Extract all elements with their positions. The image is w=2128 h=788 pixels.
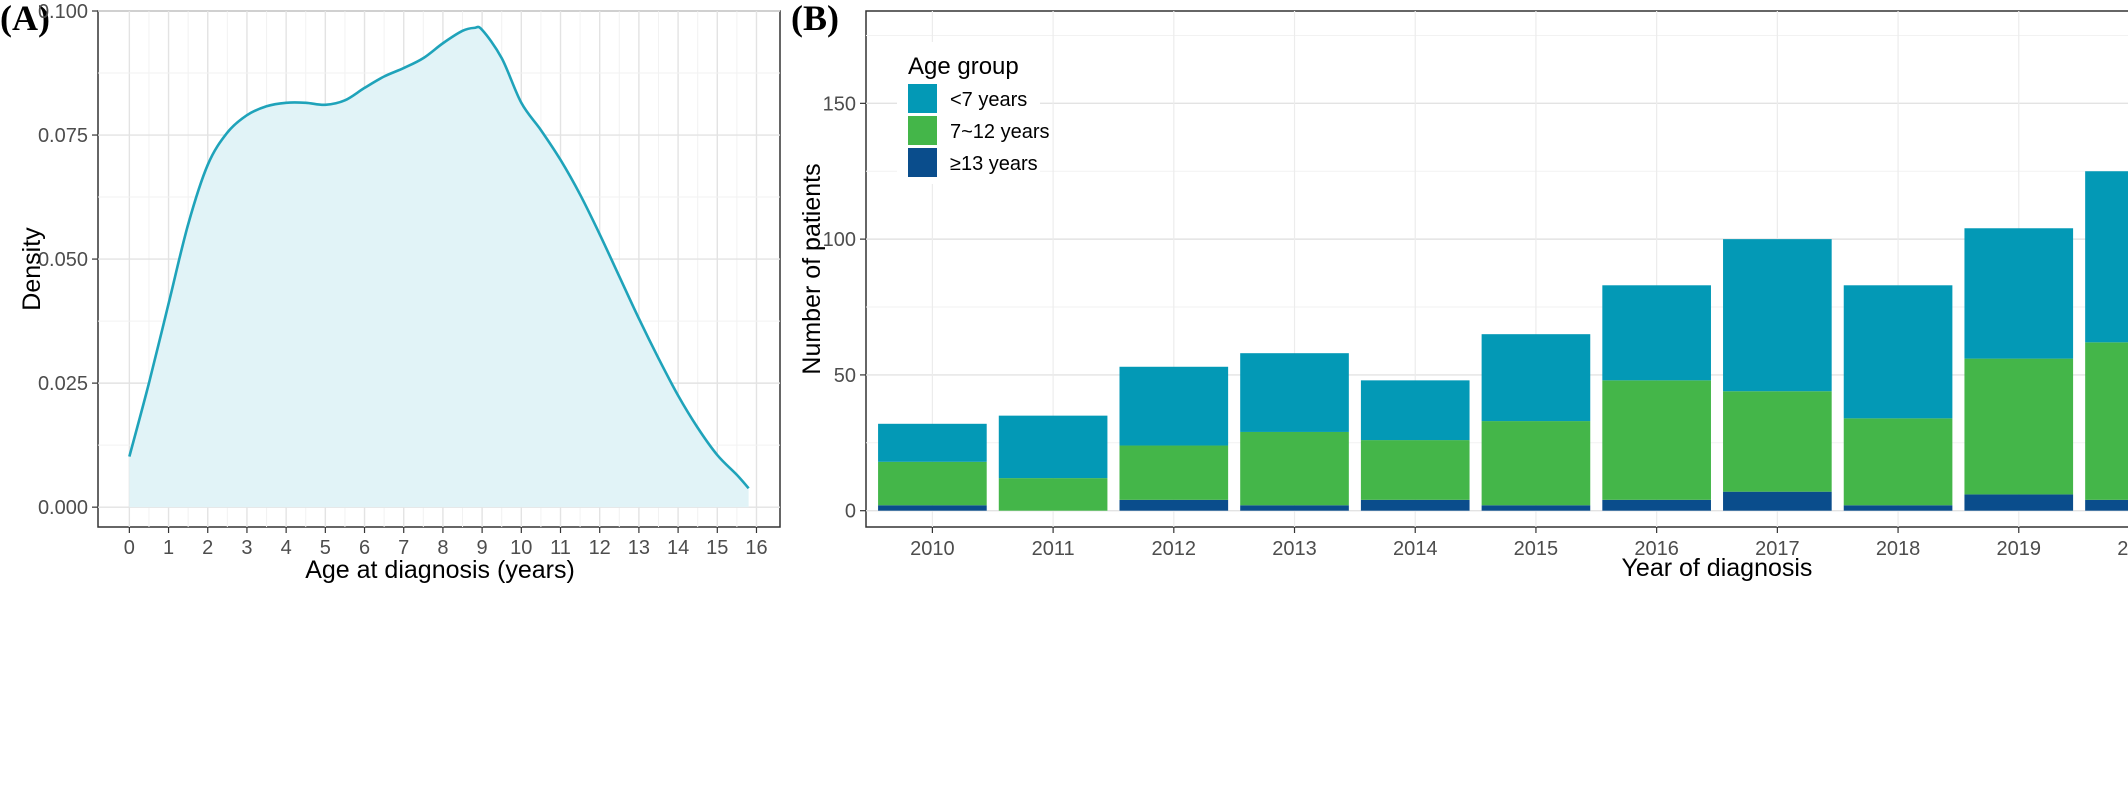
legend-swatch (908, 148, 937, 177)
bar-segment (1602, 499, 1711, 511)
bar-segment (1360, 380, 1470, 441)
x-tick-label: 12 (589, 537, 611, 559)
y-tick-label: 0.075 (38, 125, 88, 147)
x-tick-label: 9 (477, 537, 488, 559)
bar-segment (1602, 285, 1711, 381)
bar-segment (2085, 171, 2128, 343)
bar-segment (1119, 445, 1229, 500)
bar-segment (1240, 431, 1349, 506)
x-tick-label: 2020 (2117, 538, 2128, 560)
density-y-axis-title: Density (18, 227, 46, 311)
bar-segment (1964, 358, 2074, 495)
bar-segment (1240, 505, 1349, 511)
x-tick-label: 2014 (1393, 538, 1438, 560)
bar-segment (878, 461, 987, 506)
x-tick-label: 2017 (1755, 538, 1800, 560)
x-tick-label: 2018 (1876, 538, 1921, 560)
bar-segment (878, 505, 987, 511)
density-area (129, 26, 749, 508)
x-tick-label: 5 (320, 537, 331, 559)
bar-x-ticks: 2010 2011 2012 2013 2014 2015 2016 2017 2018 2019… (910, 527, 2128, 560)
x-tick-label: 1 (163, 537, 174, 559)
x-tick-label: 6 (359, 537, 370, 559)
bar-segment (1119, 499, 1229, 511)
bar-segment (1843, 505, 1953, 511)
bar-segment (998, 478, 1108, 511)
bar-series (878, 171, 2128, 511)
y-tick-label: 0.050 (38, 249, 88, 271)
x-tick-label: 7 (398, 537, 409, 559)
bar-segment (1964, 494, 2074, 511)
x-tick-label: 2016 (1634, 538, 1679, 560)
x-tick-label: 2011 (1032, 538, 1075, 560)
bar-segment (1481, 334, 1591, 422)
x-tick-label: 0 (124, 537, 135, 559)
panel-b-label: (B) (791, 0, 839, 38)
bar-segment (2085, 499, 2128, 511)
bar-segment (1240, 353, 1349, 432)
bar-segment (2085, 342, 2128, 500)
legend-label: 7~12 years (950, 121, 1050, 143)
y-tick-label: 0.100 (38, 1, 88, 23)
x-tick-label: 8 (437, 537, 448, 559)
legend-label: ≥13 years (950, 153, 1038, 175)
bar-segment (1964, 228, 2074, 359)
bar-x-axis-title: Year of diagnosis (1622, 554, 1813, 582)
legend-swatch (908, 116, 937, 145)
y-tick-label: 0 (845, 501, 856, 523)
x-tick-label: 11 (550, 537, 571, 559)
y-tick-label: 150 (823, 93, 856, 115)
bar-segment (1360, 440, 1470, 500)
x-tick-label: 2010 (910, 538, 955, 560)
y-tick-label: 100 (823, 229, 856, 251)
legend-title: Age group (908, 53, 1019, 80)
bar-y-ticks: 0 50 100 150 (823, 93, 866, 523)
bar-segment (1723, 491, 1832, 511)
density-y-ticks: 0.000 0.025 0.050 0.075 0.100 (38, 1, 98, 519)
x-tick-label: 14 (667, 537, 689, 559)
x-tick-label: 16 (745, 537, 767, 559)
x-tick-label: 2012 (1152, 538, 1197, 560)
x-tick-label: 15 (706, 537, 728, 559)
legend-items: <7 years 7~12 years ≥13 years (908, 84, 1050, 177)
x-tick-label: 2015 (1514, 538, 1559, 560)
density-chart: 0 1 2 3 4 5 6 7 8 9 10 11 12 13 14 15 16 0.0000.0250.050… (18, 1, 781, 584)
bar-y-axis-title: Number of patients (798, 163, 826, 374)
bar-segment (1602, 380, 1711, 500)
y-tick-label: 0.025 (38, 373, 88, 395)
bar-chart: 2010 2011 2012 2013 2014 2015 2016 2017 2018 2019… (798, 10, 2128, 582)
bar-segment (1843, 418, 1953, 506)
bar-segment (1481, 505, 1591, 511)
density-curve (128, 25, 750, 490)
x-tick-label: 2013 (1272, 538, 1317, 560)
density-x-ticks: 0 1 2 3 4 5 6 7 8 9 10 11 12 13 14 15 16 (124, 527, 768, 559)
x-tick-label: 2019 (1997, 538, 2042, 560)
density-x-axis-title: Age at diagnosis (years) (305, 556, 575, 584)
bar-segment (1360, 499, 1470, 511)
bar-segment (878, 423, 987, 462)
x-tick-label: 2 (202, 537, 213, 559)
y-tick-label: 0.000 (38, 497, 88, 519)
bar-segment (1723, 391, 1832, 492)
x-tick-label: 10 (510, 537, 532, 559)
x-tick-label: 3 (241, 537, 252, 559)
bar-segment (1843, 285, 1953, 419)
legend-label: <7 years (950, 89, 1027, 111)
y-tick-label: 50 (834, 365, 856, 387)
legend-swatch (908, 84, 937, 113)
bar-segment (1481, 421, 1591, 506)
bar-segment (998, 415, 1108, 479)
bar-segment (1119, 366, 1229, 446)
x-tick-label: 4 (281, 537, 292, 559)
bar-segment (1723, 239, 1832, 392)
panel-a-label: (A) (0, 0, 50, 38)
legend: Age group <7 years 7~12 years ≥13 years (897, 42, 1050, 184)
x-tick-label: 13 (628, 537, 650, 559)
